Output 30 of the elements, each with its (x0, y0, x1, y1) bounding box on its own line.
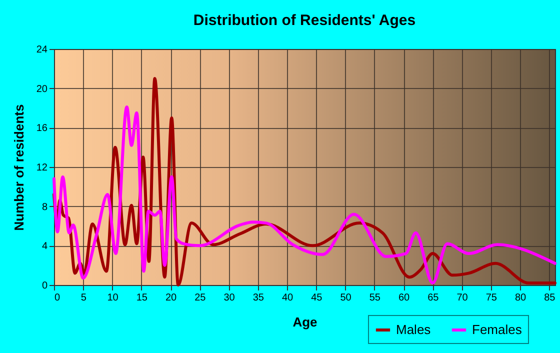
x-tick-label: 10 (107, 292, 119, 304)
x-tick-label: 85 (544, 292, 556, 304)
x-tick-label: 5 (80, 292, 87, 304)
x-axis-title: Age (292, 314, 318, 330)
x-tick-label: 60 (398, 292, 410, 304)
y-tick-label: 20 (36, 84, 48, 95)
y-tick-label: 16 (36, 123, 48, 134)
legend-label: Males (396, 322, 432, 337)
x-tick-label: 15 (136, 292, 148, 304)
y-axis-title: Number of residents (11, 104, 26, 231)
y-tick-label: 4 (42, 241, 48, 252)
x-tick-label: 45 (311, 292, 323, 304)
x-tick-label: 35 (252, 292, 264, 304)
x-tick-label: 30 (224, 292, 236, 304)
x-tick-label: 50 (340, 292, 352, 304)
y-tick-label: 0 (42, 280, 48, 292)
legend-label: Females (472, 322, 522, 337)
x-tick-label: 40 (282, 292, 294, 304)
x-tick-label: 25 (194, 292, 206, 304)
x-tick-label: 0 (54, 292, 60, 304)
y-tick-label: 24 (36, 44, 48, 56)
chart-title: Distribution of Residents' Ages (193, 12, 416, 29)
x-tick-label: 20 (165, 292, 178, 304)
x-tick-label: 75 (486, 292, 498, 304)
y-tick-label: 12 (36, 162, 48, 174)
y-tick-label: 8 (42, 202, 48, 213)
x-tick-label: 65 (428, 292, 440, 304)
x-tick-label: 80 (514, 292, 527, 304)
x-tick-label: 55 (369, 292, 381, 304)
x-tick-label: 70 (456, 292, 468, 304)
